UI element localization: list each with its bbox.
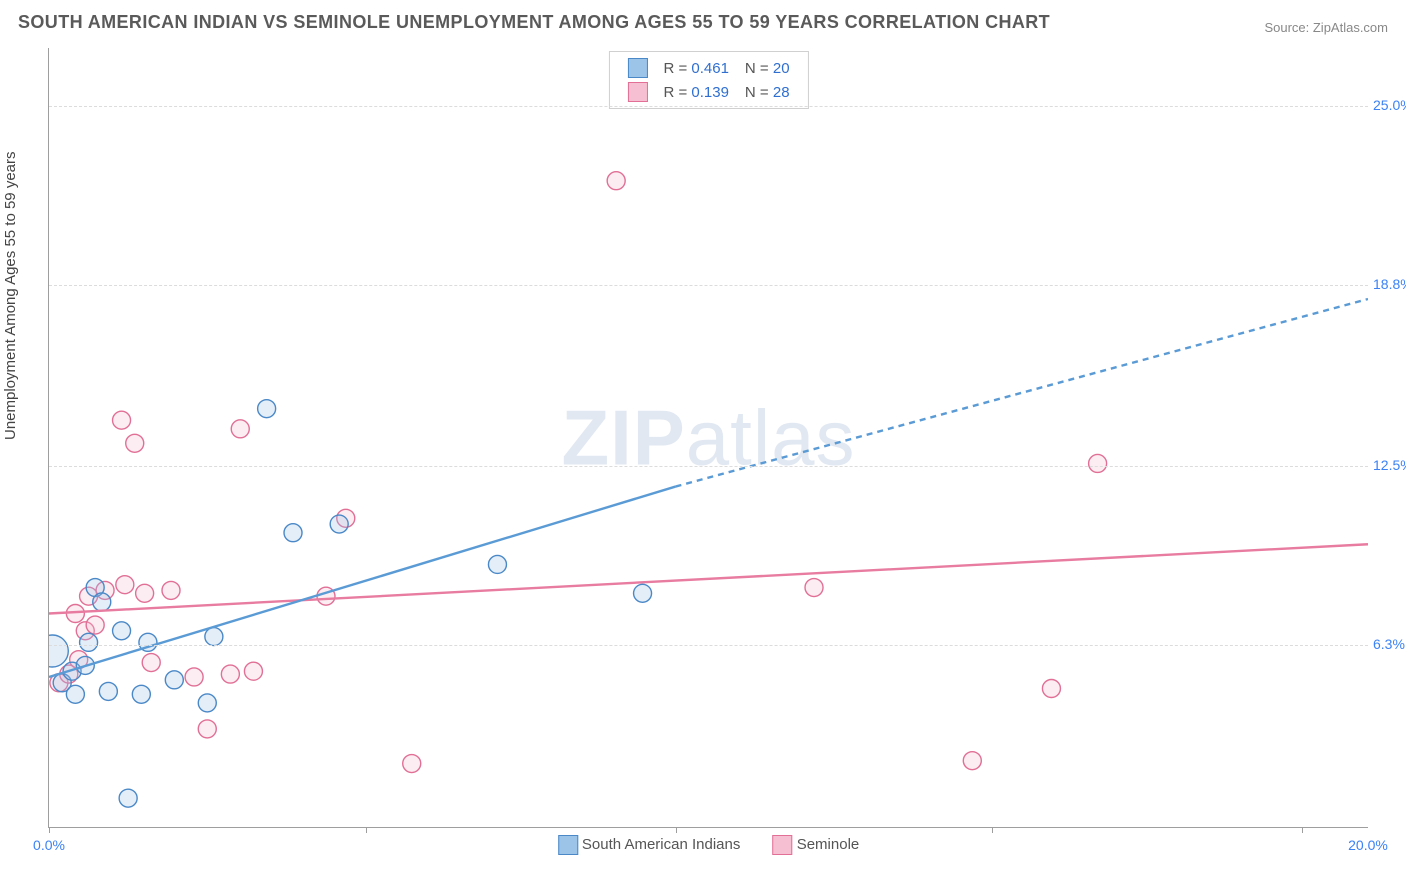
r-value-1: 0.461	[691, 60, 729, 77]
legend-swatch-1	[558, 835, 578, 855]
y-tick-label: 18.8%	[1373, 276, 1406, 292]
source-attribution: Source: ZipAtlas.com	[1264, 20, 1388, 35]
y-tick-label: 6.3%	[1373, 636, 1406, 652]
source-label: Source:	[1264, 20, 1312, 35]
n-value-2: 28	[773, 84, 790, 101]
source-name: ZipAtlas.com	[1313, 20, 1388, 35]
stats-legend: R = 0.461 N = 20 R = 0.139 N = 28	[608, 51, 808, 109]
chart-title: SOUTH AMERICAN INDIAN VS SEMINOLE UNEMPL…	[18, 12, 1050, 33]
n-label: N =	[745, 60, 769, 77]
legend-label-2: Seminole	[797, 836, 860, 853]
y-tick-label: 25.0%	[1373, 97, 1406, 113]
chart-container: SOUTH AMERICAN INDIAN VS SEMINOLE UNEMPL…	[0, 0, 1406, 892]
x-tick-label: 0.0%	[33, 837, 65, 853]
legend-swatch-2	[773, 835, 793, 855]
watermark-light: atlas	[686, 393, 856, 481]
x-tick-label: 20.0%	[1348, 837, 1388, 853]
r-label: R =	[663, 84, 687, 101]
series-legend: South American Indians Seminole	[544, 835, 874, 855]
legend-label-1: South American Indians	[582, 836, 740, 853]
stats-row-series-1: R = 0.461 N = 20	[619, 56, 797, 80]
stats-row-series-2: R = 0.139 N = 28	[619, 80, 797, 104]
y-tick-label: 12.5%	[1373, 457, 1406, 473]
chart-svg	[49, 48, 1368, 827]
r-label: R =	[663, 60, 687, 77]
r-value-2: 0.139	[691, 84, 729, 101]
n-value-1: 20	[773, 60, 790, 77]
watermark: ZIPatlas	[561, 392, 855, 483]
watermark-bold: ZIP	[561, 393, 685, 481]
n-label: N =	[745, 84, 769, 101]
plot-area: ZIPatlas R = 0.461 N = 20 R = 0.139 N = …	[48, 48, 1368, 828]
swatch-series-2	[627, 82, 647, 102]
y-axis-label: Unemployment Among Ages 55 to 59 years	[2, 151, 19, 440]
legend-item-1: South American Indians	[558, 835, 741, 855]
swatch-series-1	[627, 58, 647, 78]
legend-item-2: Seminole	[773, 835, 860, 855]
